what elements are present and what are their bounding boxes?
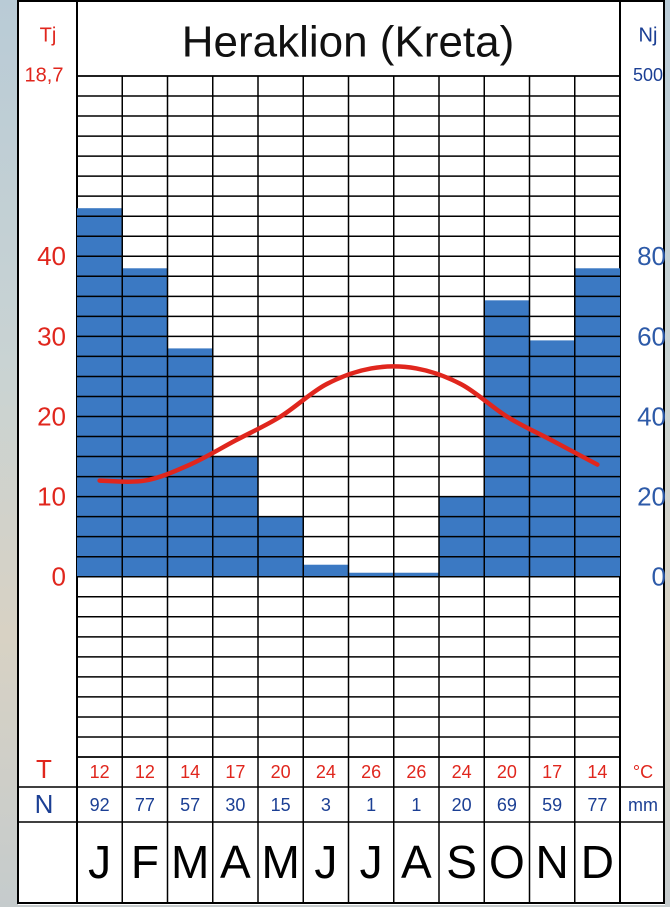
precipitation-value: 69	[497, 795, 517, 815]
precipitation-value: 3	[321, 795, 331, 815]
precipitation-value: 1	[411, 795, 421, 815]
y-tick-label: 40	[37, 241, 66, 271]
temperature-value: 14	[180, 762, 200, 782]
y2-tick-label: 0	[652, 562, 666, 592]
climate-chart: Tj 18,7 Heraklion (Kreta) Nj 500 0102030…	[0, 0, 670, 907]
row-label: N	[35, 789, 54, 819]
precipitation-bar	[122, 268, 167, 576]
y-tick-label: 10	[37, 481, 66, 511]
precipitation-value: 92	[90, 795, 110, 815]
temperature-value: 26	[406, 762, 426, 782]
y2-tick-label: 80	[637, 241, 666, 271]
month-label: J	[88, 836, 111, 888]
y2-tick-label: 20	[637, 481, 666, 511]
precipitation-value: 15	[271, 795, 291, 815]
annual-temperature: 18,7	[25, 64, 64, 86]
precipitation-value: 57	[180, 795, 200, 815]
temperature-value: 20	[271, 762, 291, 782]
precipitation-value: 1	[366, 795, 376, 815]
month-label: S	[446, 836, 477, 888]
precipitation-bar	[258, 517, 303, 577]
row-unit: °C	[633, 762, 653, 782]
precipitation-value: 77	[587, 795, 607, 815]
month-label: J	[360, 836, 383, 888]
annual-precipitation: 500	[633, 65, 663, 85]
precipitation-bar	[303, 565, 348, 577]
row-label: T	[36, 754, 52, 784]
y2-tick-label: 40	[637, 401, 666, 431]
temperature-value: 26	[361, 762, 381, 782]
temperature-value: 12	[135, 762, 155, 782]
month-label: A	[401, 836, 432, 888]
month-label: M	[171, 836, 209, 888]
temperature-value: 20	[497, 762, 517, 782]
precipitation-value: 20	[452, 795, 472, 815]
precipitation-bar	[77, 208, 122, 577]
month-label: M	[261, 836, 299, 888]
y-tick-label: 0	[52, 562, 66, 592]
temperature-value: 17	[225, 762, 245, 782]
y-tick-label: 30	[37, 321, 66, 351]
month-label: F	[131, 836, 159, 888]
precipitation-value: 77	[135, 795, 155, 815]
temperature-value: 24	[316, 762, 336, 782]
annual-temperature-label: Tj	[40, 24, 57, 46]
y2-tick-label: 60	[637, 321, 666, 351]
precipitation-bar	[575, 268, 620, 576]
annual-precipitation-label: Nj	[639, 24, 658, 46]
month-label: O	[489, 836, 525, 888]
row-unit: mm	[628, 795, 658, 815]
precipitation-value: 59	[542, 795, 562, 815]
page: Tj 18,7 Heraklion (Kreta) Nj 500 0102030…	[0, 0, 670, 907]
y-tick-label: 20	[37, 401, 66, 431]
precipitation-bar	[484, 300, 529, 576]
temperature-value: 14	[587, 762, 607, 782]
chart-title: Heraklion (Kreta)	[182, 18, 515, 67]
month-label: J	[314, 836, 337, 888]
precipitation-value: 30	[225, 795, 245, 815]
month-label: A	[220, 836, 251, 888]
temperature-value: 17	[542, 762, 562, 782]
temperature-value: 12	[90, 762, 110, 782]
temperature-value: 24	[452, 762, 472, 782]
month-label: D	[581, 836, 614, 888]
month-label: N	[536, 836, 569, 888]
